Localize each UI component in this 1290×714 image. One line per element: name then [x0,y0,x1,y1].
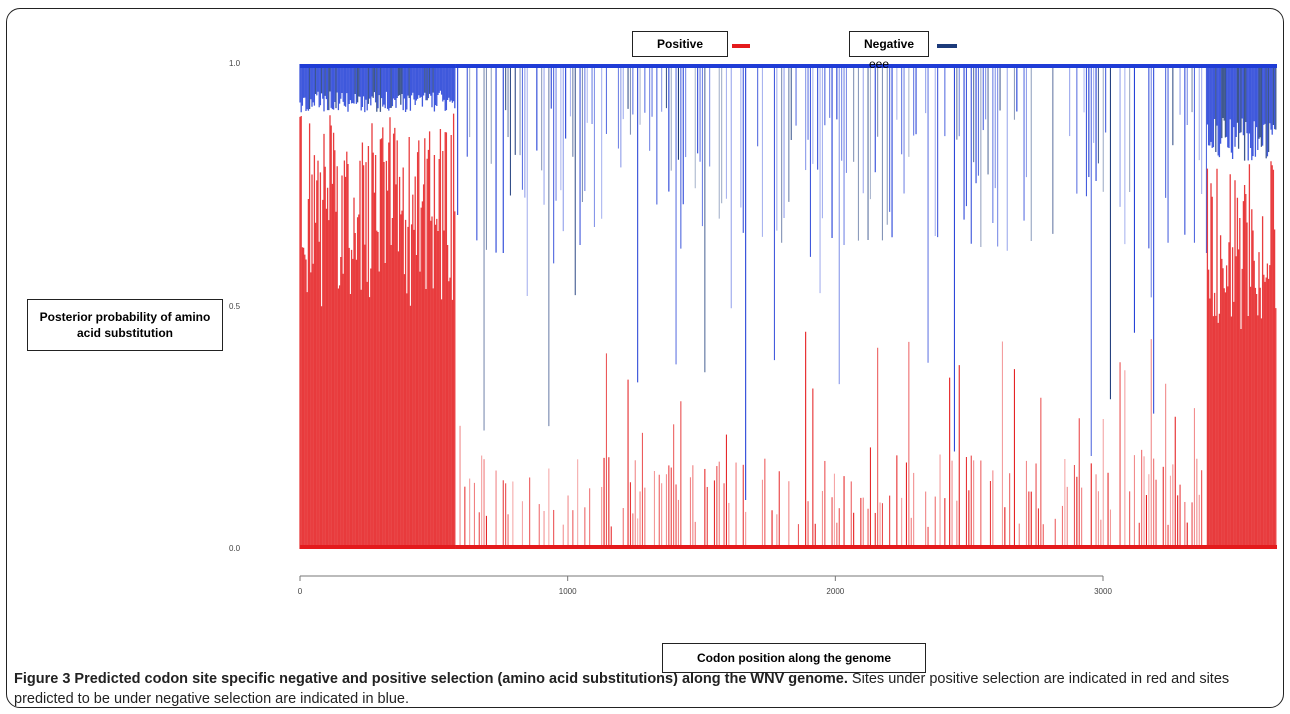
y-tick-label: 0.0 [229,544,241,553]
y-tick-label: 1.0 [229,59,241,68]
legend-negative: Negative [849,31,929,57]
x-tick-label: 0 [297,587,303,596]
figure-frame: Positive Negative eee Posterior probabil… [6,8,1284,708]
x-axis-label: Codon position along the genome [662,643,926,673]
y-tick-label: 0.5 [229,301,241,311]
legend-positive-swatch [732,44,750,48]
x-tick-label: 2000 [826,587,845,596]
legend-positive: Positive [632,31,728,57]
caption-title: Predicted codon site specific negative a… [70,671,848,687]
negative-baseline [300,64,456,68]
x-axis [299,575,1104,581]
x-tick-label: 1000 [558,587,577,596]
positive-baseline [300,545,456,549]
caption-body: Sites under positive selection are indic… [14,671,1230,707]
negative-baseline [455,64,1208,68]
caption-label: Figure 3 [14,671,71,687]
chart-bars [299,64,1277,549]
positive-baseline [1207,545,1277,549]
positive-baseline [455,545,1208,549]
chart-plot [299,64,1277,581]
x-tick-label: 3000 [1094,587,1112,596]
negative-baseline [1207,64,1277,68]
legend-negative-extra: eee [869,57,890,71]
y-axis-label: Posterior probability of amino acid subs… [27,299,223,351]
legend-negative-swatch [937,44,957,48]
figure-caption: Figure 3 Predicted codon site specific n… [14,669,1274,709]
